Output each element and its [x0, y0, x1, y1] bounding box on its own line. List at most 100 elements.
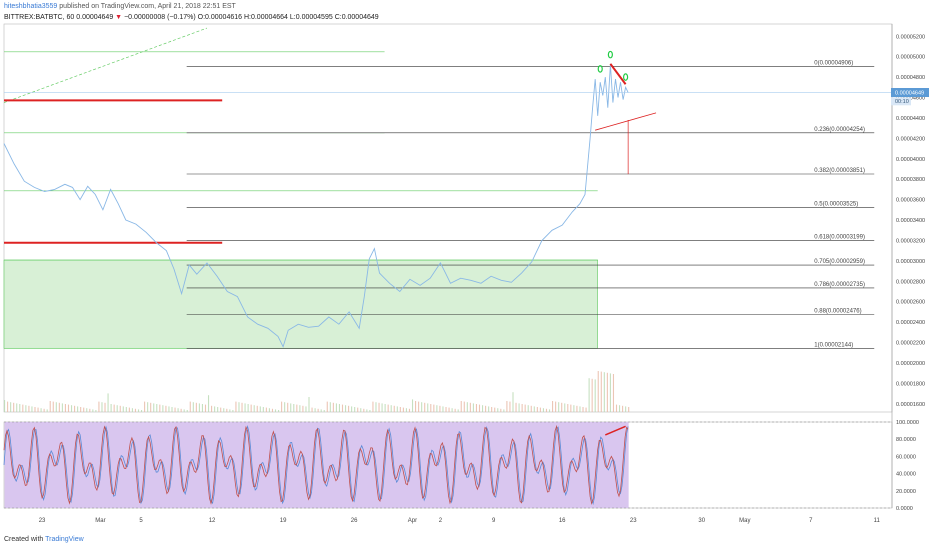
x-tick-label: Mar — [95, 518, 105, 524]
volume-bar — [354, 407, 356, 412]
volume-bar — [195, 402, 197, 412]
volume-bar — [214, 406, 216, 412]
current-price-badge — [891, 88, 929, 98]
red-neckline — [595, 112, 657, 131]
volume-bar — [256, 405, 258, 412]
volume-bar — [186, 410, 188, 412]
volume-bar — [70, 405, 73, 412]
volume-bar — [43, 408, 45, 412]
x-tick-label: 12 — [209, 518, 216, 524]
volume-bar — [159, 404, 161, 412]
volume-bar — [92, 409, 94, 412]
volume-bar — [189, 401, 191, 412]
x-tick-label: 11 — [874, 518, 881, 524]
volume-bar — [521, 404, 523, 412]
y-tick-label: 0.00003200 — [896, 238, 925, 244]
volume-bar — [211, 405, 213, 412]
green-peak-marker — [607, 50, 613, 59]
volume-bar — [372, 401, 374, 412]
volume-bar — [411, 399, 414, 412]
fib-level-label: 0(0.00004906) — [814, 60, 853, 66]
volume-bar — [119, 405, 121, 412]
footer: Created with TradingView — [4, 536, 84, 543]
y-tick-label: 0.00001600 — [896, 402, 925, 408]
x-tick-label: 7 — [809, 518, 813, 524]
rsi-tick-label: 40.0000 — [896, 472, 916, 478]
fib-level-label: 1(0.00002144) — [814, 342, 853, 348]
volume-bar — [408, 408, 411, 412]
volume-bar — [588, 378, 590, 412]
volume-bar — [229, 409, 231, 412]
volume-bar — [116, 405, 118, 412]
volume-bar — [177, 408, 179, 412]
y-tick-label: 0.00001800 — [896, 381, 925, 387]
volume-bar — [427, 403, 429, 412]
fib-level-label: 0.5(0.00003525) — [814, 201, 858, 207]
volume-bar — [317, 408, 319, 412]
volume-bar — [332, 402, 334, 412]
volume-bar — [49, 401, 51, 412]
volume-bar — [558, 402, 560, 412]
volume-bar — [326, 401, 328, 412]
rsi-tick-label: 60.0000 — [896, 454, 916, 460]
volume-bar — [485, 405, 487, 412]
volume-bar — [250, 404, 252, 412]
volume-bar — [348, 405, 350, 412]
volume-bar — [606, 372, 608, 412]
volume-bar — [341, 404, 344, 412]
volume-bar — [500, 408, 502, 412]
volume-bar — [533, 406, 535, 412]
volume-bar — [299, 405, 301, 412]
volume-bar — [466, 402, 468, 412]
volume-bar — [281, 401, 283, 412]
volume-bar — [536, 407, 538, 412]
volume-bar — [67, 404, 70, 412]
price-pane-border — [3, 23, 893, 413]
volume-bar — [168, 406, 170, 412]
volume-bar — [241, 402, 243, 412]
volume-bar — [293, 404, 295, 412]
volume-bar — [204, 404, 207, 412]
volume-bar — [253, 405, 255, 412]
volume-bar — [396, 406, 398, 412]
high-value: H:0.00004664 — [243, 14, 288, 21]
tradingview-logo[interactable]: TradingView — [45, 536, 84, 543]
y-tick-label: 0.00002000 — [896, 361, 925, 367]
volume-bar — [576, 405, 578, 412]
volume-bar — [150, 402, 152, 412]
volume-bar — [268, 408, 270, 412]
volume-bar — [402, 407, 404, 412]
volume-bar — [585, 407, 587, 412]
volume-bar — [448, 407, 450, 412]
current-price-badge-label: 0.00004649 — [895, 91, 924, 97]
y-tick-label: 0.00003000 — [896, 259, 925, 265]
volume-bar — [40, 408, 42, 412]
volume-bar — [320, 409, 322, 412]
volume-bar — [509, 401, 511, 412]
volume-bar — [61, 403, 63, 412]
volume-bar — [238, 402, 240, 412]
volume-bar — [37, 407, 39, 412]
volume-bar — [308, 397, 310, 412]
volume-bar — [262, 407, 264, 412]
volume-bar — [445, 407, 447, 412]
volume-bar — [555, 401, 557, 412]
volume-bar — [131, 408, 133, 412]
volume-bar — [83, 407, 85, 412]
volume-bar — [475, 404, 478, 412]
volume-bar — [183, 409, 185, 412]
volume-bar — [113, 404, 115, 412]
fib-level-label: 0.236(0.00004254) — [814, 127, 865, 133]
x-tick-label: 5 — [139, 518, 143, 524]
volume-bar — [86, 408, 88, 412]
volume-bar — [344, 405, 347, 412]
volume-bar — [220, 407, 222, 412]
username-link[interactable]: hiteshbhatia3559 — [4, 3, 58, 10]
volume-bar — [545, 408, 548, 412]
y-tick-label: 0.00005000 — [896, 55, 925, 61]
volume-bar — [156, 404, 158, 412]
volume-bar — [141, 410, 143, 412]
volume-bar — [28, 405, 30, 412]
volume-bar — [4, 400, 6, 412]
